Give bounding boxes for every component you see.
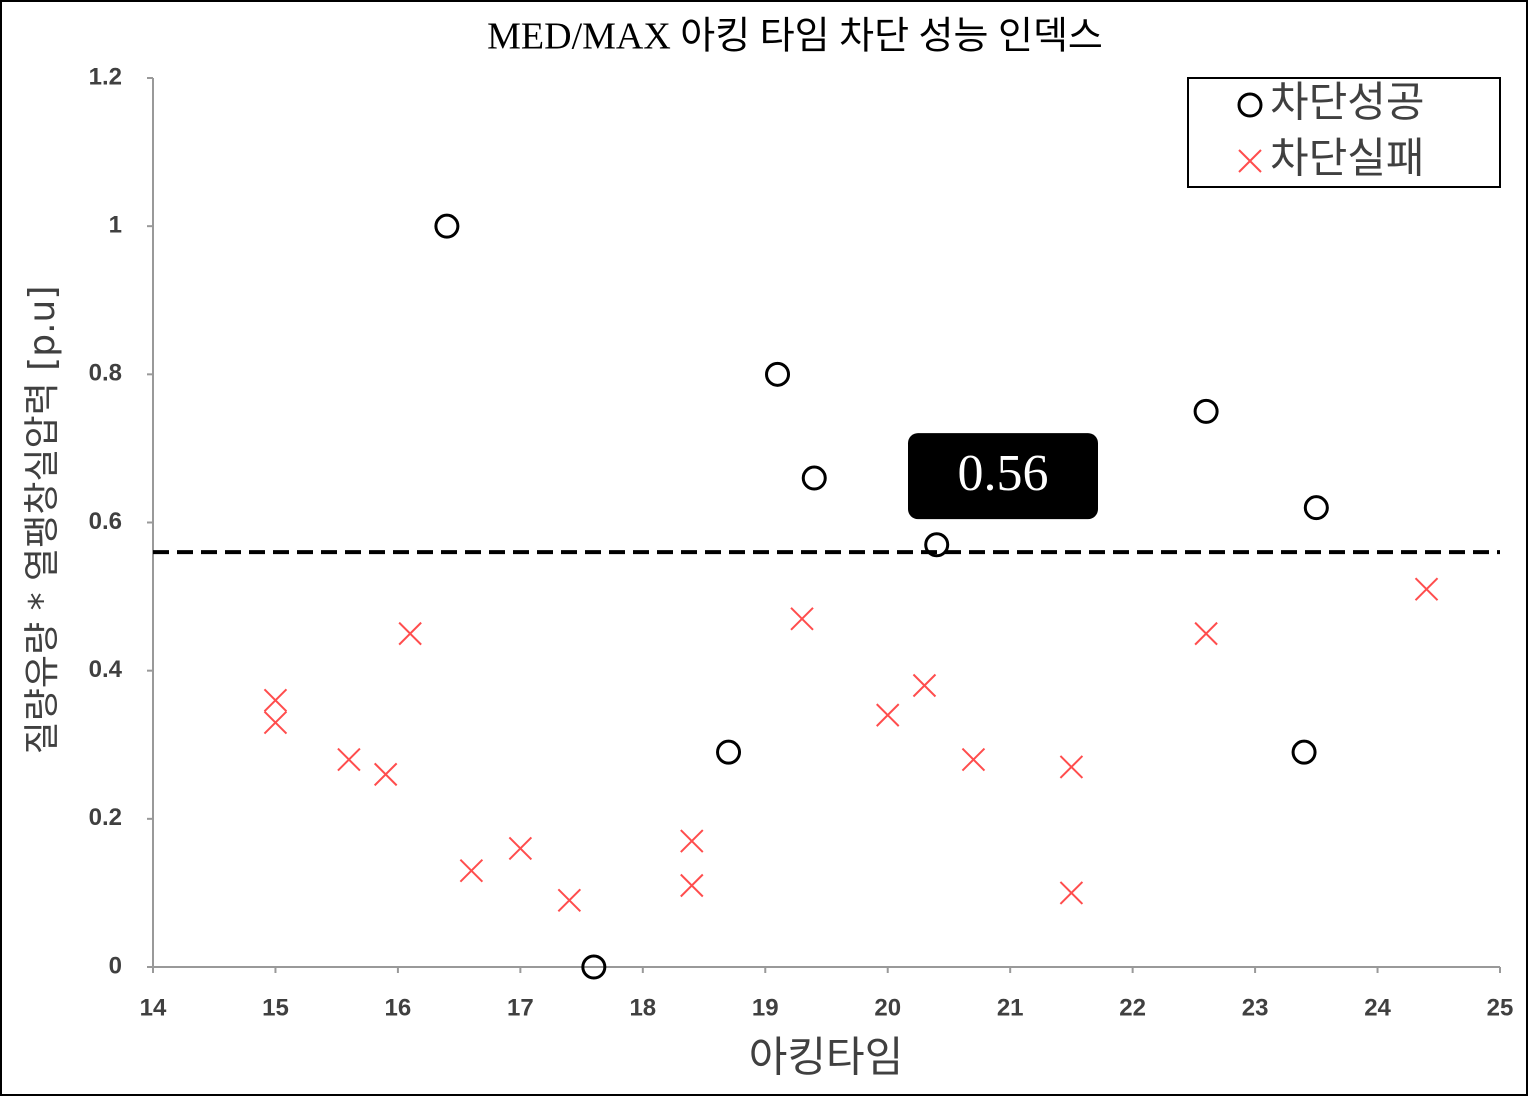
y-tick-label: 0.6 [89, 508, 122, 535]
x-tick-label: 25 [1487, 994, 1514, 1021]
x-tick-label: 14 [140, 994, 167, 1021]
y-tick-label: 0.2 [89, 804, 122, 831]
point [876, 703, 900, 727]
x-tick-label: 15 [262, 994, 289, 1021]
point [1194, 621, 1218, 646]
y-tick-label: 1 [109, 212, 122, 239]
x-tick-label: 16 [385, 994, 412, 1021]
x-tick-label: 21 [997, 994, 1024, 1021]
x-tick-label: 22 [1119, 994, 1146, 1021]
point [373, 762, 398, 787]
x-tick-label: 20 [874, 994, 901, 1021]
legend-box [1187, 77, 1501, 188]
legend-marker [1238, 149, 1262, 173]
point [716, 739, 742, 765]
point [912, 673, 937, 698]
point [961, 747, 986, 772]
point [680, 829, 704, 853]
y-tick-label: 0.8 [89, 360, 122, 387]
annotation-label: 0.56 [958, 445, 1049, 502]
point [263, 710, 288, 735]
legend-label: 차단성공 [1270, 78, 1425, 127]
legend-label: 차단실패 [1270, 134, 1425, 183]
x-tick-label: 23 [1242, 994, 1269, 1021]
point [581, 954, 607, 980]
chart-title: MED/MAX 아킹 타임 차단 성능 인덱스 [487, 16, 1103, 58]
point [459, 858, 484, 883]
y-tick-label: 0 [109, 952, 122, 979]
point [801, 465, 827, 491]
point [434, 213, 460, 239]
point [924, 532, 950, 558]
x-tick-label: 19 [752, 994, 779, 1021]
point [263, 688, 288, 713]
point [1291, 739, 1317, 765]
point [1193, 398, 1219, 424]
point [765, 361, 791, 387]
x-tick-label: 24 [1364, 994, 1391, 1021]
y-axis-label: 질량유량 * 열팽창실압력 [p.u] [22, 286, 63, 755]
point [1303, 495, 1329, 521]
point [557, 888, 582, 913]
x-tick-label: 17 [507, 994, 534, 1021]
x-axis-label: 아킹타임 [749, 1033, 904, 1082]
point [508, 836, 533, 861]
point [1414, 577, 1439, 601]
point [680, 873, 704, 898]
y-tick-label: 1.2 [89, 63, 122, 90]
x-tick-label: 18 [629, 994, 656, 1021]
point [398, 621, 422, 646]
point [337, 747, 361, 772]
legend-marker [1237, 92, 1263, 118]
point [1059, 755, 1084, 779]
point [790, 607, 814, 631]
annotation-box [908, 433, 1098, 520]
point [1059, 881, 1084, 905]
y-tick-label: 0.4 [89, 656, 123, 683]
